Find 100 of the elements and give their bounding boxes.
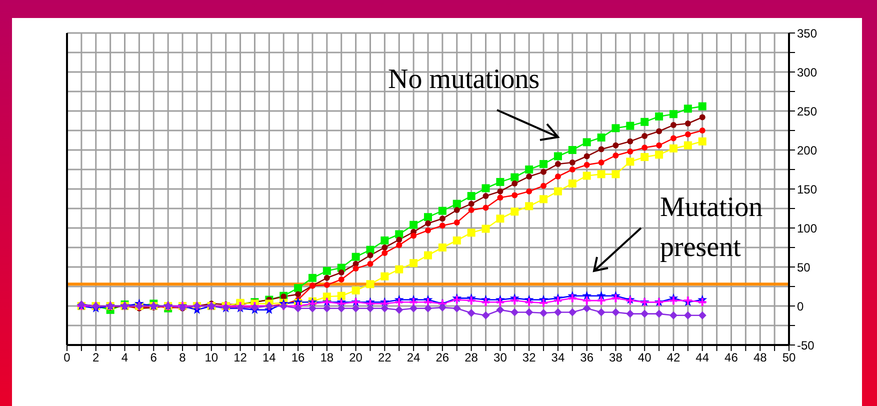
x-tick-label: 0 bbox=[64, 350, 71, 365]
point bbox=[438, 304, 446, 312]
point bbox=[452, 200, 461, 208]
y-tick-label: 350 bbox=[797, 26, 818, 40]
point bbox=[597, 134, 606, 142]
point bbox=[467, 192, 476, 200]
x-tick-label: 34 bbox=[551, 350, 565, 365]
point bbox=[424, 251, 432, 260]
point bbox=[640, 310, 649, 318]
point bbox=[380, 272, 389, 280]
point bbox=[467, 309, 476, 318]
point bbox=[612, 308, 620, 316]
x-tick-label: 22 bbox=[378, 350, 392, 365]
point bbox=[324, 282, 330, 288]
point bbox=[482, 298, 490, 306]
point bbox=[510, 308, 519, 316]
point bbox=[525, 308, 534, 316]
x-tick-label: 20 bbox=[349, 350, 363, 365]
point bbox=[352, 286, 360, 294]
point bbox=[655, 310, 664, 318]
point bbox=[322, 304, 331, 312]
point bbox=[626, 158, 634, 166]
point bbox=[642, 132, 648, 139]
point bbox=[627, 138, 634, 144]
point bbox=[612, 124, 620, 132]
point bbox=[669, 296, 678, 305]
point bbox=[439, 216, 446, 222]
x-tick-label: 24 bbox=[406, 350, 421, 365]
point bbox=[612, 142, 619, 148]
point bbox=[396, 236, 402, 243]
point bbox=[582, 304, 591, 312]
y-tick-label: -50 bbox=[797, 338, 815, 352]
point bbox=[597, 308, 606, 316]
x-tick-label: 16 bbox=[291, 350, 306, 365]
point bbox=[526, 188, 532, 194]
point bbox=[496, 298, 504, 306]
x-tick-label: 42 bbox=[666, 350, 680, 365]
x-tick-label: 48 bbox=[753, 350, 768, 365]
point bbox=[497, 188, 504, 194]
y-tick-label: 100 bbox=[797, 221, 818, 236]
point bbox=[410, 298, 418, 306]
point bbox=[670, 122, 676, 128]
y-tick-label: 150 bbox=[797, 182, 818, 196]
point bbox=[425, 220, 431, 226]
x-tick-label: 30 bbox=[494, 350, 508, 365]
point bbox=[597, 170, 606, 178]
point bbox=[642, 144, 648, 151]
point bbox=[467, 296, 476, 305]
point bbox=[669, 144, 678, 152]
x-tick-label: 18 bbox=[320, 350, 334, 365]
point bbox=[640, 153, 649, 162]
point bbox=[467, 228, 476, 237]
point bbox=[612, 170, 620, 178]
x-tick-label: 26 bbox=[436, 350, 450, 365]
point bbox=[294, 284, 302, 292]
x-tick-label: 2 bbox=[92, 350, 100, 365]
point bbox=[512, 192, 518, 198]
y-tick-label: 50 bbox=[797, 260, 811, 274]
point bbox=[569, 166, 576, 172]
point bbox=[338, 269, 344, 276]
y-tick-label: 200 bbox=[797, 143, 818, 158]
x-tick-label: 4 bbox=[121, 350, 128, 365]
x-tick-label: 50 bbox=[782, 350, 796, 365]
point bbox=[612, 294, 620, 302]
point bbox=[582, 296, 591, 305]
point bbox=[684, 120, 691, 126]
point bbox=[568, 308, 576, 316]
annotation: No mutations bbox=[388, 63, 541, 97]
point bbox=[295, 291, 302, 298]
x-tick-label: 46 bbox=[724, 350, 738, 365]
point bbox=[684, 104, 692, 113]
point bbox=[684, 311, 692, 320]
point bbox=[525, 166, 534, 174]
point bbox=[395, 306, 404, 314]
point bbox=[380, 236, 389, 244]
point bbox=[482, 311, 490, 320]
point bbox=[468, 200, 474, 207]
point bbox=[410, 232, 417, 239]
point bbox=[294, 304, 302, 312]
annotation: Mutation present bbox=[660, 191, 764, 265]
x-tick-label: 10 bbox=[204, 350, 218, 365]
point bbox=[367, 252, 374, 258]
point bbox=[454, 220, 460, 226]
point bbox=[496, 178, 504, 186]
point bbox=[367, 260, 374, 267]
x-tick-label: 6 bbox=[150, 350, 158, 365]
point bbox=[496, 306, 504, 314]
x-tick-label: 28 bbox=[464, 350, 478, 365]
point bbox=[612, 152, 619, 158]
point bbox=[698, 298, 706, 306]
point bbox=[438, 206, 446, 215]
point bbox=[452, 236, 461, 244]
point bbox=[640, 118, 649, 126]
point bbox=[352, 252, 360, 261]
point bbox=[338, 276, 344, 282]
point bbox=[382, 250, 388, 256]
point bbox=[698, 311, 706, 320]
x-tick-label: 44 bbox=[696, 350, 710, 365]
point bbox=[554, 161, 561, 168]
point bbox=[684, 141, 692, 150]
